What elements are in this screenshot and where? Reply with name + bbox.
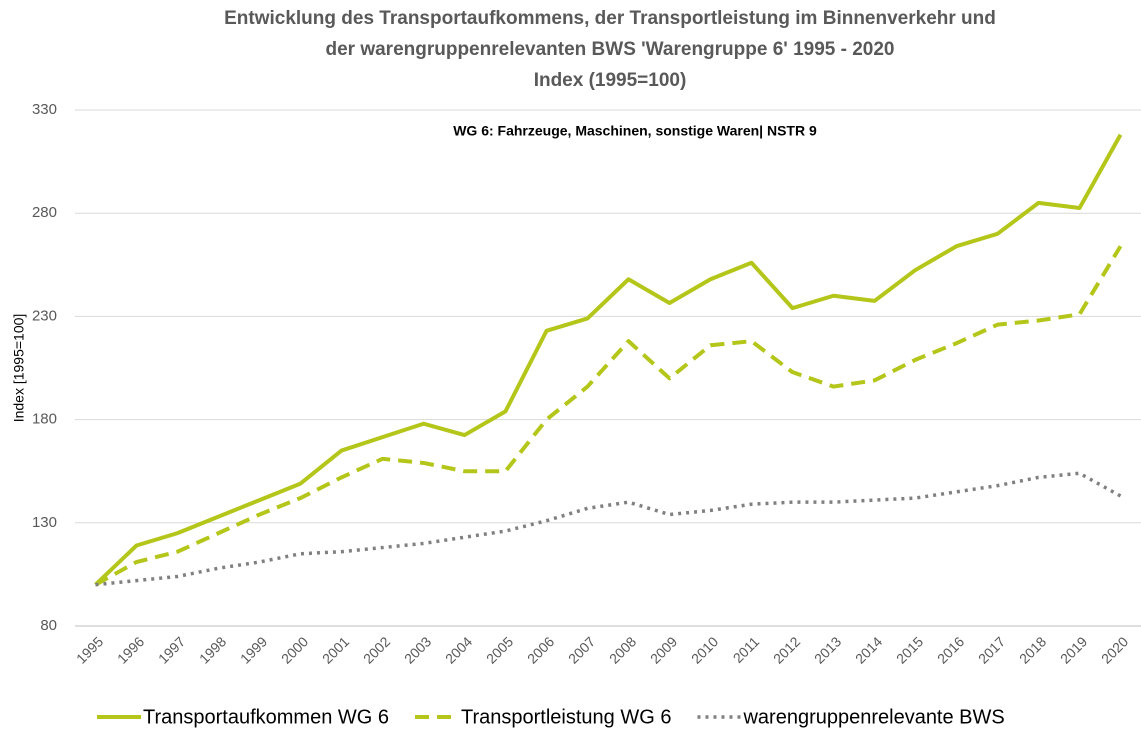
x-tick-label: 1996 xyxy=(114,633,147,666)
chart-title: Entwicklung des Transportaufkommens, der… xyxy=(224,8,996,29)
chart-title: der warengruppenrelevanten BWS 'Warengru… xyxy=(325,39,894,60)
x-tick-label: 1995 xyxy=(73,633,106,666)
y-tick-label: 330 xyxy=(32,101,57,118)
x-tick-label: 2009 xyxy=(647,633,680,666)
x-tick-label: 2011 xyxy=(730,633,763,666)
x-tick-label: 2006 xyxy=(524,633,557,666)
x-tick-label: 2018 xyxy=(1016,633,1049,666)
x-tick-label: 2015 xyxy=(893,633,926,666)
x-tick-label: 2017 xyxy=(975,633,1008,666)
x-tick-label: 2020 xyxy=(1098,633,1131,666)
y-tick-label: 230 xyxy=(32,307,57,324)
x-tick-label: 2012 xyxy=(770,633,803,666)
x-tick-label: 2010 xyxy=(688,633,721,666)
x-tick-label: 2003 xyxy=(401,633,434,666)
x-tick-label: 2000 xyxy=(278,633,311,666)
series-line xyxy=(94,133,1123,587)
x-tick-label: 2013 xyxy=(811,633,844,666)
legend-label: Transportaufkommen WG 6 xyxy=(143,706,389,728)
legend-label: Transportleistung WG 6 xyxy=(461,706,671,728)
y-tick-label: 130 xyxy=(32,514,57,531)
x-tick-label: 1998 xyxy=(196,633,229,666)
x-tick-label: 2005 xyxy=(483,633,516,666)
annotation: WG 6: Fahrzeuge, Maschinen, sonstige War… xyxy=(453,123,817,139)
y-tick-label: 80 xyxy=(40,617,57,634)
x-tick-label: 2008 xyxy=(606,633,639,666)
x-tick-label: 1999 xyxy=(237,633,270,666)
x-tick-label: 2016 xyxy=(934,633,967,666)
legend-label: warengruppenrelevante BWS xyxy=(742,706,1004,728)
x-tick-label: 2007 xyxy=(565,633,598,666)
x-tick-label: 2002 xyxy=(360,633,393,666)
x-tick-label: 2004 xyxy=(442,633,475,666)
series-line xyxy=(95,471,1122,587)
y-tick-label: 180 xyxy=(32,411,57,428)
x-tick-label: 2014 xyxy=(852,633,885,666)
x-tick-label: 2001 xyxy=(319,633,352,666)
y-axis-label: Index [1995=100] xyxy=(11,314,27,423)
series-line xyxy=(94,245,1123,587)
x-tick-label: 1997 xyxy=(155,633,188,666)
x-tick-label: 2019 xyxy=(1057,633,1090,666)
chart-title: Index (1995=100) xyxy=(534,70,687,91)
y-tick-label: 280 xyxy=(32,204,57,221)
